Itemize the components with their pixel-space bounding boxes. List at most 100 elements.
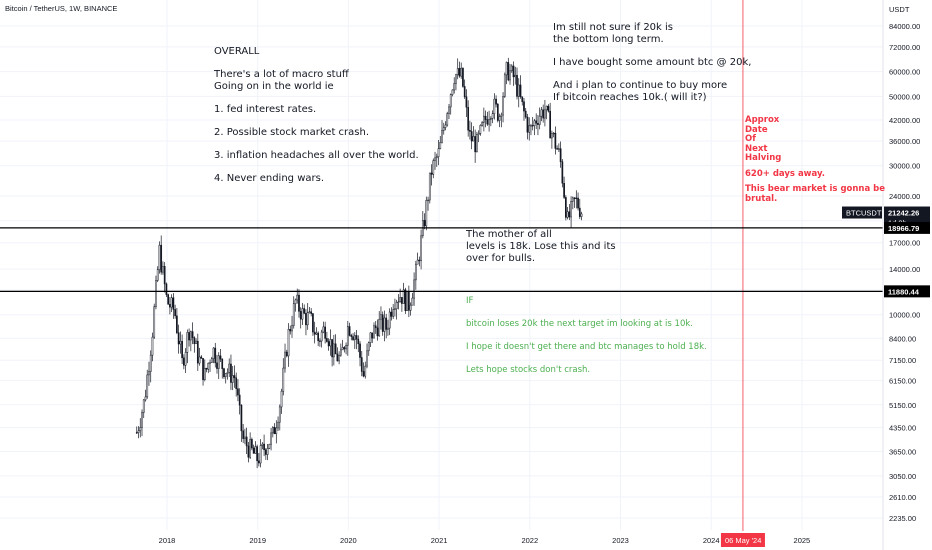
time-axis[interactable]: 2018 2019 2020 2021 2022 2023 2024 2025 (159, 536, 811, 545)
note-overall[interactable]: OVERALL There's a lot of macro stuff Goi… (214, 46, 419, 185)
candle-body (547, 105, 550, 112)
note-overall-line: 3. inflation headaches all over the worl… (214, 150, 419, 161)
candle-body (181, 340, 183, 359)
candle-body (521, 96, 524, 102)
candle-body (137, 430, 140, 433)
y-tick-label: 2610.00 (889, 493, 916, 502)
candle-body (333, 343, 335, 358)
candle-body (348, 326, 351, 336)
candle-body (163, 266, 166, 285)
note-halving-line: Halving (745, 153, 782, 163)
y-tick-label: 2235.00 (889, 514, 916, 523)
candle-body (259, 445, 262, 464)
candle-body (435, 156, 438, 159)
price-axis[interactable]: 2235.00 2610.00 3050.00 3650.00 4350.00 5150.… (882, 0, 920, 550)
candle-body (353, 335, 356, 341)
candle-body (244, 436, 246, 439)
candle-body (339, 349, 342, 356)
candle-body (327, 341, 330, 347)
candle-body (172, 297, 175, 310)
note-mother-level[interactable]: The mother of all levels is 18k. Lose th… (466, 229, 616, 265)
candle-body (200, 356, 203, 359)
candle-body (247, 445, 250, 458)
level-tag-11880-text: 11880.44 (888, 287, 920, 296)
candle-body (231, 375, 234, 383)
candle-body (238, 394, 241, 406)
candle-body (205, 368, 208, 370)
candle-body (514, 74, 517, 78)
candle-body (336, 353, 339, 362)
candle-body (174, 309, 176, 317)
candle-body (196, 340, 199, 364)
candle-body (329, 339, 332, 347)
last-price-symbol: BTCUSDT (846, 209, 882, 218)
note-halving-line: This bear market is gonna be (745, 184, 886, 194)
candle-body (266, 448, 269, 455)
candle-body (287, 329, 290, 357)
candle-body (526, 116, 529, 133)
candle-body (360, 357, 363, 372)
candle-body (149, 354, 152, 372)
y-tick-label: 6150.00 (889, 377, 916, 386)
candle-body (510, 65, 513, 72)
candle-body (530, 125, 532, 127)
candle-body (479, 125, 482, 134)
candle-body (306, 312, 309, 326)
candle-body (298, 294, 300, 312)
candle-body (556, 148, 558, 150)
candle-body (373, 325, 375, 339)
candle-body (169, 304, 171, 308)
candle-body (292, 303, 295, 326)
candle-body (394, 308, 396, 310)
note-if-line: bitcoin loses 20k the next target im loo… (466, 319, 693, 329)
level-tag-18966-text: 18966.79 (888, 224, 919, 233)
note-halving-line: 620+ days away. (745, 168, 825, 179)
note-bottom-line: And i plan to continue to buy more (553, 80, 728, 91)
candle-body (509, 70, 511, 81)
candle-body (310, 311, 313, 314)
candle-body (216, 362, 218, 369)
candle-body (162, 266, 164, 273)
candle-body (280, 390, 283, 408)
chart-title: Bitcoin / TetherUS, 1W, BINANCE (5, 4, 118, 13)
candle-body (176, 315, 178, 333)
candle-body (186, 332, 189, 353)
note-halving[interactable]: Approx Date Of Next Halving 620+ days aw… (745, 115, 886, 204)
note-mother-line: levels is 18k. Lose this and its (466, 241, 616, 252)
candle-body (402, 289, 405, 304)
candle-body (467, 106, 470, 131)
candle-body (474, 136, 476, 153)
note-overall-line: OVERALL (214, 46, 260, 57)
note-overall-line: 4. Never ending wars. (214, 173, 324, 184)
y-tick-label: 4350.00 (889, 424, 916, 433)
candle-body (564, 197, 567, 218)
candle-body (341, 347, 344, 351)
candle-body (322, 326, 325, 333)
candle-body (282, 367, 285, 392)
candle-body (463, 86, 466, 98)
candle-body (146, 374, 149, 398)
y-tick-label: 60000.00 (889, 68, 920, 77)
candle-body (256, 446, 258, 462)
candle-body (165, 283, 168, 295)
y-tick-label: 50000.00 (889, 92, 920, 101)
candle-body (308, 311, 311, 313)
candle-body (505, 62, 508, 76)
candle-body (369, 332, 372, 343)
note-bottom[interactable]: Im still not sure if 20k is the bottom l… (553, 22, 751, 104)
candle-body (158, 244, 161, 270)
candle-body (355, 335, 358, 340)
y-tick-label: 24000.00 (889, 192, 920, 201)
note-if[interactable]: IF bitcoin loses 20k the next target im … (466, 295, 707, 376)
candle-body (524, 110, 527, 118)
candle-body (188, 332, 190, 341)
candle-body (397, 301, 400, 303)
x-tick-label: 2022 (521, 536, 538, 545)
candle-body (184, 352, 187, 366)
candle-body (148, 371, 150, 376)
candle-body (430, 172, 433, 175)
x-tick-label: 2018 (159, 536, 176, 545)
candle-body (203, 368, 206, 380)
candle-body (483, 115, 485, 123)
